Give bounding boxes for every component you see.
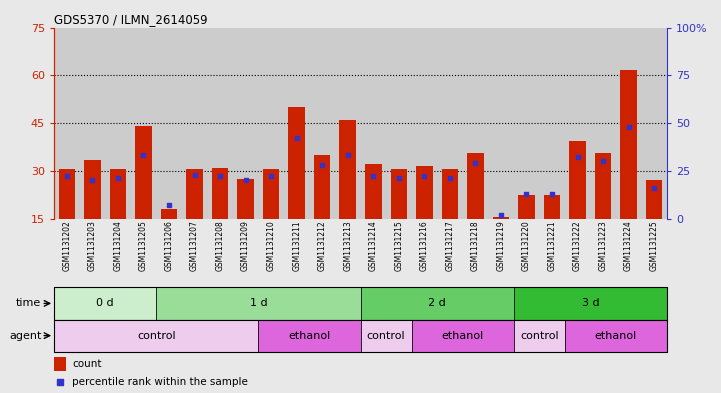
Point <box>214 173 226 180</box>
Point <box>112 175 124 182</box>
Bar <box>314 155 330 219</box>
Text: 2 d: 2 d <box>428 298 446 309</box>
Bar <box>208 28 233 219</box>
Bar <box>284 28 309 219</box>
Bar <box>288 107 305 219</box>
Text: agent: agent <box>9 331 41 341</box>
Bar <box>212 167 229 219</box>
Bar <box>590 28 616 219</box>
Bar <box>110 169 126 219</box>
Bar <box>463 28 488 219</box>
Point <box>444 175 456 182</box>
Bar <box>84 160 101 219</box>
Bar <box>156 28 182 219</box>
Bar <box>391 169 407 219</box>
Point <box>393 175 404 182</box>
Bar <box>492 217 509 219</box>
Text: ethanol: ethanol <box>288 331 330 341</box>
Text: 1 d: 1 d <box>249 298 267 309</box>
Bar <box>131 28 156 219</box>
Bar <box>441 169 458 219</box>
Bar <box>156 287 360 320</box>
Point <box>597 158 609 164</box>
Bar <box>365 164 381 219</box>
Bar <box>105 28 131 219</box>
Bar <box>642 28 667 219</box>
Bar <box>646 180 663 219</box>
Bar <box>570 141 586 219</box>
Bar <box>58 169 75 219</box>
Bar <box>467 153 484 219</box>
Bar <box>340 120 356 219</box>
Point <box>240 177 252 184</box>
Bar <box>360 287 513 320</box>
Point <box>342 152 353 159</box>
Point <box>419 173 430 180</box>
Point <box>469 160 481 166</box>
Bar <box>616 28 642 219</box>
Bar <box>544 195 560 219</box>
Text: ethanol: ethanol <box>441 331 484 341</box>
Point <box>572 154 583 160</box>
Bar <box>539 28 565 219</box>
Bar <box>54 28 79 219</box>
Text: control: control <box>367 331 405 341</box>
Point <box>61 173 73 180</box>
Bar <box>416 166 433 219</box>
Point <box>189 171 200 178</box>
Bar <box>79 28 105 219</box>
Bar <box>513 287 667 320</box>
Bar <box>565 28 590 219</box>
Bar <box>135 126 151 219</box>
Bar <box>488 28 514 219</box>
Bar <box>258 28 284 219</box>
Point <box>368 173 379 180</box>
Bar <box>335 28 360 219</box>
Bar <box>309 28 335 219</box>
Bar <box>186 169 203 219</box>
Bar <box>513 28 539 219</box>
Text: control: control <box>520 331 559 341</box>
Text: ethanol: ethanol <box>595 331 637 341</box>
Bar <box>386 28 412 219</box>
Bar <box>412 320 513 352</box>
Bar <box>565 320 667 352</box>
Bar <box>182 28 208 219</box>
Bar <box>360 320 412 352</box>
Point <box>623 124 634 130</box>
Point <box>55 378 66 385</box>
Point <box>87 177 98 184</box>
Bar <box>258 320 360 352</box>
Point <box>317 162 328 168</box>
Point <box>138 152 149 159</box>
Point <box>163 202 174 208</box>
Point <box>648 185 660 191</box>
Bar <box>263 169 280 219</box>
Bar <box>54 287 156 320</box>
Point <box>265 173 277 180</box>
Bar <box>513 320 565 352</box>
Bar <box>54 358 66 371</box>
Text: control: control <box>137 331 175 341</box>
Bar <box>233 28 258 219</box>
Point <box>495 211 507 218</box>
Text: 3 d: 3 d <box>582 298 599 309</box>
Bar <box>437 28 463 219</box>
Text: percentile rank within the sample: percentile rank within the sample <box>72 377 248 387</box>
Text: time: time <box>16 298 41 309</box>
Bar <box>595 153 611 219</box>
Bar <box>54 320 258 352</box>
Text: GDS5370 / ILMN_2614059: GDS5370 / ILMN_2614059 <box>54 13 208 26</box>
Point <box>291 135 302 141</box>
Bar <box>360 28 386 219</box>
Bar <box>518 195 535 219</box>
Bar <box>161 209 177 219</box>
Text: count: count <box>72 359 102 369</box>
Point <box>521 191 532 197</box>
Bar <box>237 179 254 219</box>
Bar <box>620 70 637 219</box>
Bar <box>412 28 437 219</box>
Text: 0 d: 0 d <box>97 298 114 309</box>
Point <box>547 191 558 197</box>
